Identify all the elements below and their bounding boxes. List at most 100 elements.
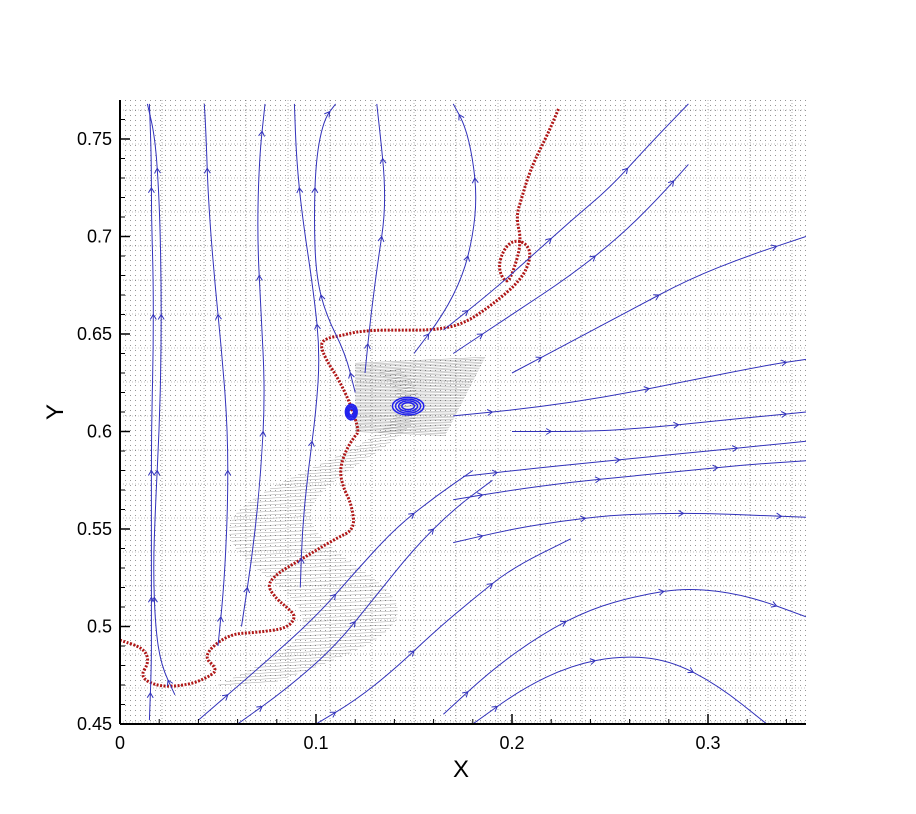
vector-stroke	[355, 395, 466, 397]
vector-stroke	[355, 368, 480, 374]
vector-stroke	[355, 385, 471, 389]
vector-stroke	[355, 374, 477, 379]
streamline-arrow	[589, 658, 597, 665]
vector-stroke	[379, 368, 402, 374]
vector-stroke	[302, 621, 396, 626]
streamline-arrow	[256, 705, 263, 713]
streamline-arrow	[731, 445, 739, 452]
vector-stroke	[238, 547, 333, 553]
x-tick-label: 0.3	[695, 733, 720, 753]
vector-stroke	[296, 600, 395, 605]
vector-stroke	[272, 652, 351, 658]
vector-stroke	[257, 565, 356, 570]
streamline-arrow	[776, 512, 783, 520]
y-tick-label: 0.55	[77, 519, 112, 539]
streamline-arrow	[614, 456, 621, 464]
streamline-6	[314, 103, 356, 393]
vector-stroke	[243, 501, 315, 507]
vector-stroke	[312, 463, 360, 468]
streamline-arrow	[318, 294, 326, 301]
vector-stroke	[290, 593, 390, 598]
y-tick-label: 0.6	[87, 422, 112, 442]
streamline-arrow	[151, 596, 158, 603]
vector-stroke	[355, 427, 448, 431]
streamline-arrow	[215, 313, 222, 320]
vector-stroke	[294, 635, 382, 640]
streamline-arrow	[203, 167, 211, 174]
vector-stroke	[355, 369, 479, 375]
streamline-17	[443, 588, 806, 715]
vector-stroke	[355, 360, 484, 367]
vector-stroke	[355, 424, 450, 428]
vector-stroke	[233, 512, 312, 517]
vector-stroke	[355, 387, 470, 390]
streamline-arrow	[308, 440, 315, 447]
streamline-1	[148, 103, 154, 721]
vector-stroke	[298, 603, 397, 609]
streamline-arrow	[408, 512, 415, 520]
vector-stroke	[355, 357, 486, 364]
vector-stroke	[355, 377, 475, 382]
vector-stroke	[389, 379, 411, 384]
vector-stroke	[239, 505, 313, 510]
vector-stroke	[367, 435, 400, 440]
vector-stroke	[278, 649, 358, 654]
streamline-arrow	[673, 421, 680, 429]
streamline-arrow	[408, 650, 415, 657]
vector-stroke	[355, 425, 449, 430]
streamline-arrow	[535, 356, 543, 363]
vector-stroke	[270, 575, 371, 581]
vector-stroke	[247, 666, 317, 672]
vector-stroke	[252, 494, 320, 500]
streamline-arrow	[329, 711, 337, 718]
vector-stroke	[355, 366, 481, 372]
vector-stroke	[261, 568, 361, 574]
vector-stroke	[373, 431, 404, 437]
vortex-ring	[394, 398, 422, 414]
vector-stroke	[225, 677, 288, 682]
y-tick-label: 0.65	[77, 324, 112, 344]
streamline-arrow	[471, 177, 479, 184]
vector-stroke	[232, 673, 298, 679]
streamline-arrow	[476, 492, 484, 500]
streamline-arrow	[476, 533, 484, 541]
vector-stroke	[355, 358, 485, 365]
vector-stroke	[355, 442, 391, 447]
vector-stroke	[305, 466, 355, 472]
vector-stroke	[355, 384, 472, 388]
vector-stroke	[267, 656, 343, 661]
vector-stroke	[349, 445, 386, 451]
vector-stroke	[355, 371, 478, 377]
vortex-ring	[347, 406, 356, 418]
vector-stroke	[355, 421, 451, 425]
x-tick-label: 0.2	[499, 733, 524, 753]
streamline-arrow	[458, 113, 465, 121]
streamline-arrow	[427, 528, 435, 535]
vector-stroke	[231, 537, 322, 542]
streamline-arrow	[296, 186, 304, 194]
series-layer	[120, 103, 806, 724]
streamline-arrow	[486, 582, 494, 590]
vector-stroke	[245, 554, 342, 560]
vector-stroke	[217, 680, 279, 686]
x-axis-title: X	[453, 756, 469, 783]
vector-stroke	[254, 663, 326, 668]
streamline-arrow	[377, 235, 385, 243]
streamline-arrow	[311, 186, 319, 194]
vector-stroke	[355, 390, 469, 393]
vector-stroke	[287, 642, 371, 647]
streamline-arrow	[643, 386, 651, 393]
vector-dots-background	[120, 100, 806, 724]
vector-stroke	[355, 361, 483, 368]
vector-stroke	[397, 393, 418, 398]
vector-stroke	[355, 392, 468, 395]
vector-stroke	[355, 422, 451, 427]
y-tick-label: 0.5	[87, 617, 112, 637]
vector-stroke	[290, 473, 344, 479]
streamline-arrow	[349, 620, 356, 628]
x-tick-label: 0	[115, 733, 125, 753]
streamline-arrow	[486, 409, 494, 416]
vector-stroke	[283, 477, 339, 482]
streamline-arrow	[154, 167, 161, 174]
vector-stroke	[392, 382, 413, 388]
